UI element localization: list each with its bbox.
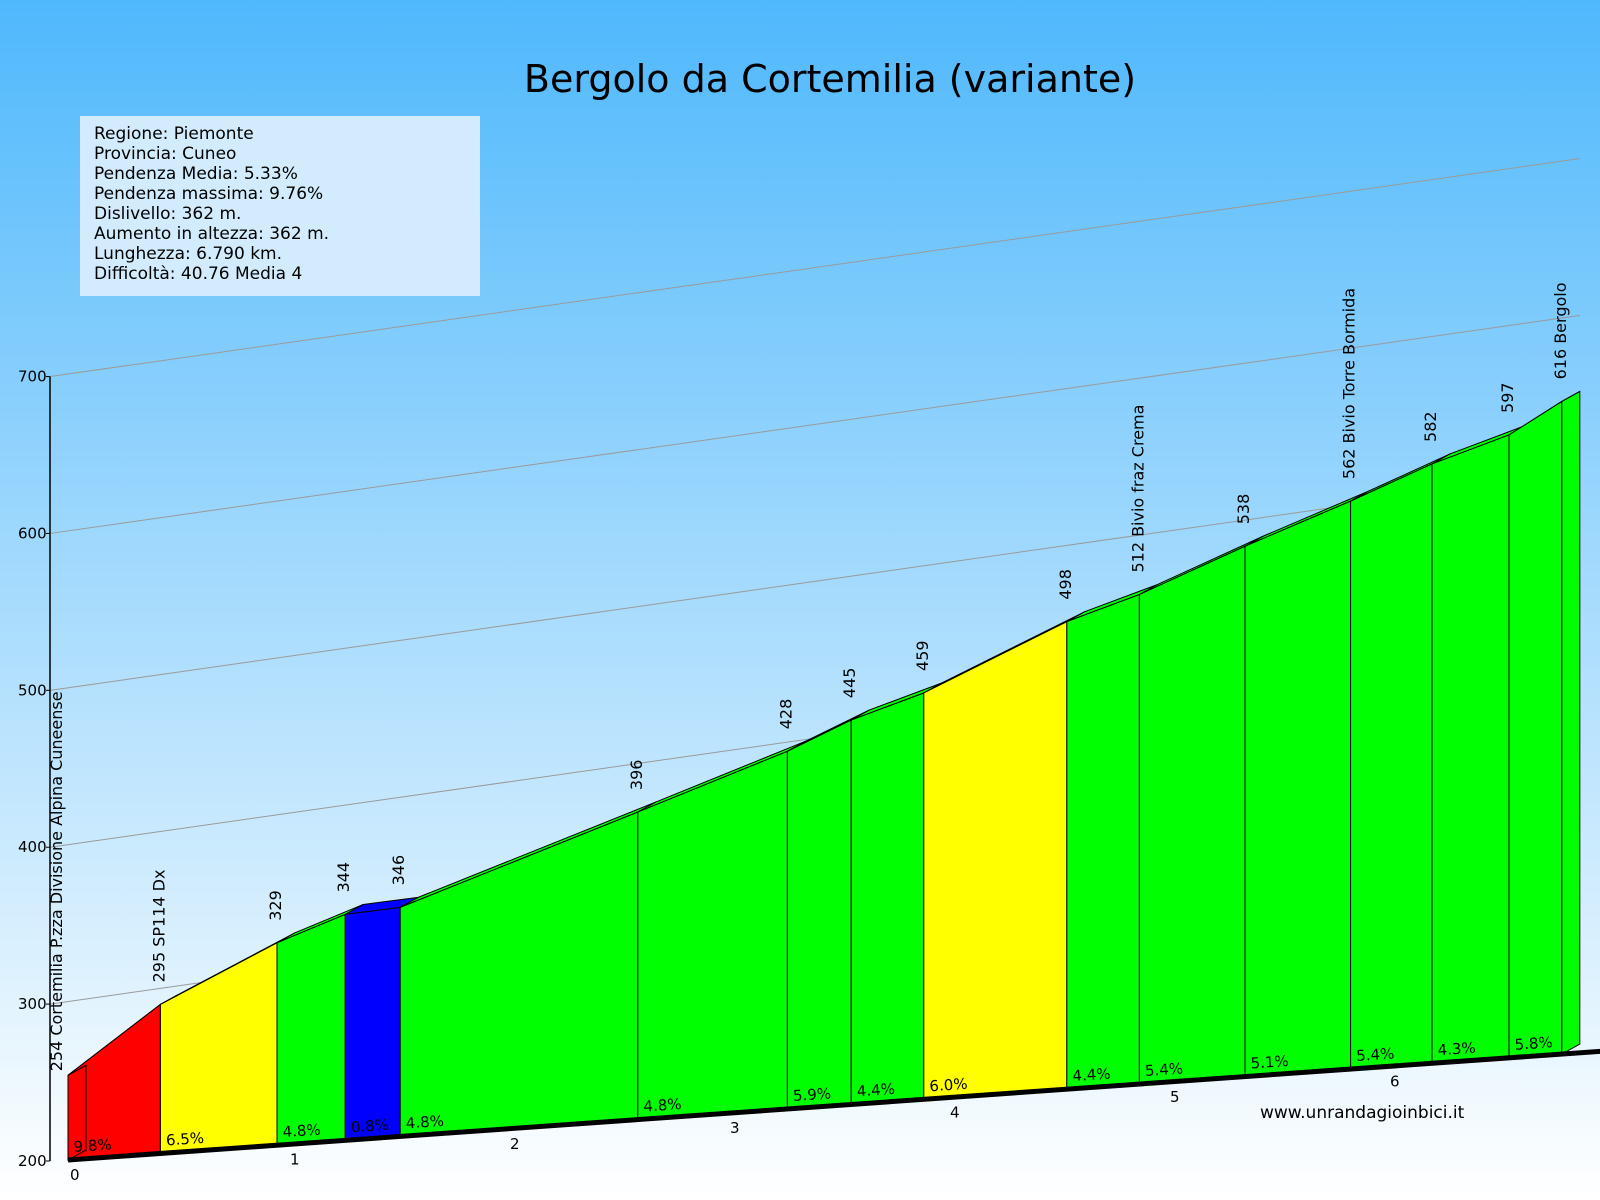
segment-grade-label: 6.5%	[165, 1129, 204, 1150]
segment-side-face	[67, 1064, 87, 1161]
point-elevation-label: 445	[840, 668, 859, 699]
segment-front-face	[276, 913, 346, 1146]
point-elevation-label: 538	[1234, 494, 1253, 525]
info-box: Regione: Piemonte Provincia: Cuneo Pende…	[80, 116, 480, 296]
segment-side-face	[1561, 390, 1581, 1055]
info-line-length: Lunghezza: 6.790 km.	[94, 244, 283, 264]
grid-line	[49, 471, 1581, 691]
y-tick-label: 300	[18, 995, 47, 1013]
info-line-altitude-increase: Aumento in altezza: 362 m.	[94, 224, 330, 244]
info-line-difficulty: Difficoltà: 40.76 Media 4	[94, 264, 303, 284]
y-tick-label: 500	[18, 681, 47, 699]
x-tick-label: 2	[510, 1135, 520, 1153]
segment-front-face	[1431, 434, 1510, 1064]
y-tick-label: 400	[18, 838, 47, 856]
info-line-region: Regione: Piemonte	[94, 124, 254, 144]
segment-front-face	[1138, 545, 1246, 1085]
segment-grade-label: 0.8%	[350, 1116, 389, 1137]
point-elevation-label: 329	[266, 890, 285, 921]
point-elevation-label: 597	[1498, 382, 1517, 413]
x-tick-label: 3	[730, 1119, 740, 1137]
x-tick-label: 0	[70, 1166, 80, 1184]
point-elevation-label: 562 Bivio Torre Bormida	[1340, 288, 1359, 479]
segment-front-face	[1244, 500, 1352, 1078]
segment-front-face	[637, 750, 788, 1121]
point-elevation-label: 428	[776, 699, 795, 730]
x-tick-label: 5	[1170, 1088, 1180, 1106]
segment-grade-label: 5.1%	[1250, 1052, 1289, 1073]
segment-front-face	[344, 906, 401, 1141]
info-line-province: Provincia: Cuneo	[94, 144, 237, 164]
segment-front-face	[1350, 463, 1433, 1070]
grid-line	[49, 314, 1581, 534]
segment-grade-label: 9.8%	[73, 1135, 112, 1156]
segment-grade-label: 5.8%	[1514, 1033, 1553, 1054]
segment-grade-label: 4.8%	[405, 1112, 444, 1133]
y-tick-label: 600	[18, 524, 47, 542]
segment-grade-label: 4.4%	[1072, 1065, 1111, 1086]
profile-segments	[67, 390, 1581, 1161]
info-line-max-gradient: Pendenza massima: 9.76%	[94, 184, 324, 204]
point-elevation-label: 582	[1421, 411, 1440, 442]
x-axis-line	[67, 1048, 1600, 1163]
point-elevation-label: 254 Cortemilia P.zza Divisione Alpina Cu…	[47, 691, 66, 1071]
website-credit: www.unrandagioinbici.it	[1260, 1103, 1465, 1123]
point-elevation-label: 459	[913, 640, 932, 671]
segment-grade-label: 4.4%	[856, 1080, 895, 1101]
segment-front-face	[850, 692, 925, 1106]
info-line-elevation-gain: Dislivello: 362 m.	[94, 204, 242, 224]
point-elevation-label: 295 SP114 Dx	[149, 870, 168, 983]
x-tick-label: 1	[290, 1150, 300, 1168]
x-axis: 0 1 2 3 4 5 6	[67, 1048, 1600, 1184]
point-elevation-label: 498	[1056, 569, 1075, 600]
segment-grade-label: 5.9%	[792, 1084, 831, 1105]
segment-grade-label: 5.4%	[1356, 1044, 1395, 1065]
segment-front-face	[923, 620, 1068, 1100]
segment-grade-label: 4.3%	[1437, 1039, 1476, 1060]
y-tick-label: 700	[18, 368, 47, 386]
y-axis: 200 300 400 500 600 700	[18, 368, 51, 1170]
info-line-avg-gradient: Pendenza Media: 5.33%	[94, 164, 298, 184]
segment-front-face	[1508, 400, 1563, 1059]
grid-line	[49, 158, 1581, 378]
chart-title: Bergolo da Cortemilia (variante)	[524, 57, 1136, 101]
segment-grade-label: 4.8%	[282, 1121, 321, 1142]
segment-grade-label: 4.8%	[643, 1095, 682, 1116]
point-labels: 9.8% 6.5% 4.8% 0.8% 4.8% 4.8% 5.9% 4.4% 6.0% 4.4%…	[47, 282, 1570, 1155]
segment-front-face	[786, 719, 852, 1110]
x-tick-label: 4	[950, 1104, 960, 1122]
x-tick-label: 6	[1390, 1072, 1400, 1090]
point-elevation-label: 396	[627, 760, 646, 791]
segment-front-face	[1066, 593, 1140, 1090]
point-elevation-label: 346	[389, 855, 408, 886]
segment-grade-label: 5.4%	[1144, 1059, 1183, 1080]
segment-grade-label: 6.0%	[929, 1075, 968, 1096]
y-tick-label: 200	[18, 1152, 47, 1170]
point-elevation-label: 344	[334, 862, 353, 893]
point-elevation-label: 512 Bivio fraz Crema	[1128, 405, 1147, 573]
point-elevation-label: 616 Bergolo	[1551, 282, 1570, 379]
